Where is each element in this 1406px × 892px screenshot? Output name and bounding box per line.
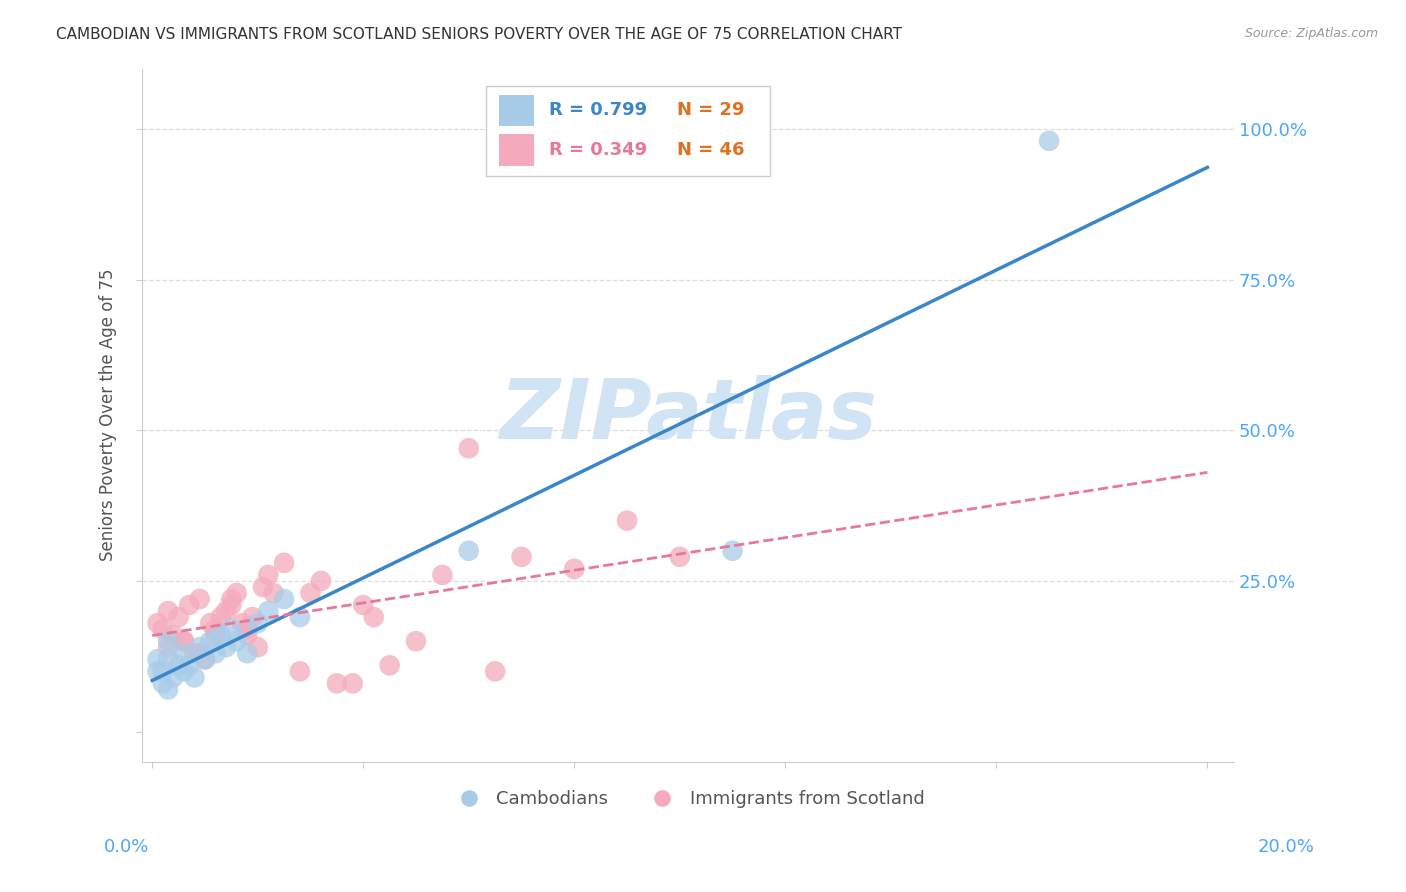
Point bbox=[157, 652, 180, 666]
FancyBboxPatch shape bbox=[485, 86, 769, 176]
Point bbox=[263, 586, 285, 600]
Point bbox=[405, 634, 427, 648]
Point bbox=[194, 652, 217, 666]
Text: N = 46: N = 46 bbox=[676, 141, 744, 159]
Point bbox=[510, 549, 533, 564]
Point bbox=[246, 640, 269, 655]
Point bbox=[167, 658, 190, 673]
Point bbox=[273, 556, 295, 570]
Point bbox=[183, 670, 205, 684]
Point bbox=[146, 652, 169, 666]
Point bbox=[669, 549, 692, 564]
Point bbox=[152, 622, 174, 636]
Point bbox=[221, 598, 243, 612]
Point bbox=[721, 543, 744, 558]
Point bbox=[209, 610, 232, 624]
Legend: Cambodians, Immigrants from Scotland: Cambodians, Immigrants from Scotland bbox=[444, 782, 932, 815]
Point bbox=[221, 592, 243, 607]
Point bbox=[173, 634, 195, 648]
Point bbox=[273, 592, 295, 607]
Text: ZIPatlas: ZIPatlas bbox=[499, 375, 877, 456]
Point bbox=[215, 640, 238, 655]
Point bbox=[225, 634, 247, 648]
Point bbox=[204, 646, 226, 660]
Point bbox=[342, 676, 364, 690]
Point bbox=[157, 604, 180, 618]
Point bbox=[200, 634, 222, 648]
Point bbox=[157, 682, 180, 697]
Point bbox=[252, 580, 274, 594]
Point bbox=[162, 628, 184, 642]
Text: R = 0.799: R = 0.799 bbox=[548, 102, 647, 120]
Point bbox=[378, 658, 401, 673]
Point bbox=[326, 676, 349, 690]
Point bbox=[257, 568, 280, 582]
Point bbox=[432, 568, 454, 582]
Point bbox=[242, 610, 264, 624]
Point bbox=[179, 658, 201, 673]
Point bbox=[363, 610, 385, 624]
Point bbox=[484, 665, 506, 679]
Text: 20.0%: 20.0% bbox=[1258, 838, 1315, 855]
Point bbox=[152, 665, 174, 679]
Point bbox=[146, 665, 169, 679]
Point bbox=[236, 628, 259, 642]
Point bbox=[179, 598, 201, 612]
Text: R = 0.349: R = 0.349 bbox=[548, 141, 647, 159]
Text: N = 29: N = 29 bbox=[676, 102, 744, 120]
Text: Source: ZipAtlas.com: Source: ZipAtlas.com bbox=[1244, 27, 1378, 40]
Point bbox=[246, 616, 269, 631]
Point bbox=[309, 574, 332, 588]
Point bbox=[562, 562, 585, 576]
FancyBboxPatch shape bbox=[499, 95, 534, 126]
Point bbox=[200, 616, 222, 631]
Point bbox=[188, 646, 211, 660]
Point bbox=[457, 543, 479, 558]
Point bbox=[194, 652, 217, 666]
Point bbox=[204, 622, 226, 636]
Point bbox=[215, 604, 238, 618]
Point bbox=[457, 442, 479, 456]
Text: 0.0%: 0.0% bbox=[104, 838, 149, 855]
Point bbox=[146, 616, 169, 631]
Point bbox=[221, 622, 243, 636]
Text: CAMBODIAN VS IMMIGRANTS FROM SCOTLAND SENIORS POVERTY OVER THE AGE OF 75 CORRELA: CAMBODIAN VS IMMIGRANTS FROM SCOTLAND SE… bbox=[56, 27, 903, 42]
Point bbox=[1038, 134, 1060, 148]
Point bbox=[188, 592, 211, 607]
Point bbox=[257, 604, 280, 618]
Point bbox=[152, 676, 174, 690]
Point bbox=[225, 586, 247, 600]
Point bbox=[157, 640, 180, 655]
Y-axis label: Seniors Poverty Over the Age of 75: Seniors Poverty Over the Age of 75 bbox=[100, 268, 117, 561]
Point bbox=[288, 610, 311, 624]
Point bbox=[183, 646, 205, 660]
Point bbox=[236, 646, 259, 660]
Point bbox=[173, 646, 195, 660]
Point bbox=[204, 628, 226, 642]
Point bbox=[352, 598, 374, 612]
Point bbox=[173, 634, 195, 648]
Point bbox=[162, 670, 184, 684]
Point bbox=[236, 622, 259, 636]
Point bbox=[616, 514, 638, 528]
Point bbox=[157, 634, 180, 648]
Point bbox=[209, 628, 232, 642]
Point bbox=[299, 586, 322, 600]
Point bbox=[173, 665, 195, 679]
FancyBboxPatch shape bbox=[499, 135, 534, 166]
Point bbox=[167, 610, 190, 624]
Point bbox=[231, 616, 253, 631]
Point bbox=[288, 665, 311, 679]
Point bbox=[188, 640, 211, 655]
